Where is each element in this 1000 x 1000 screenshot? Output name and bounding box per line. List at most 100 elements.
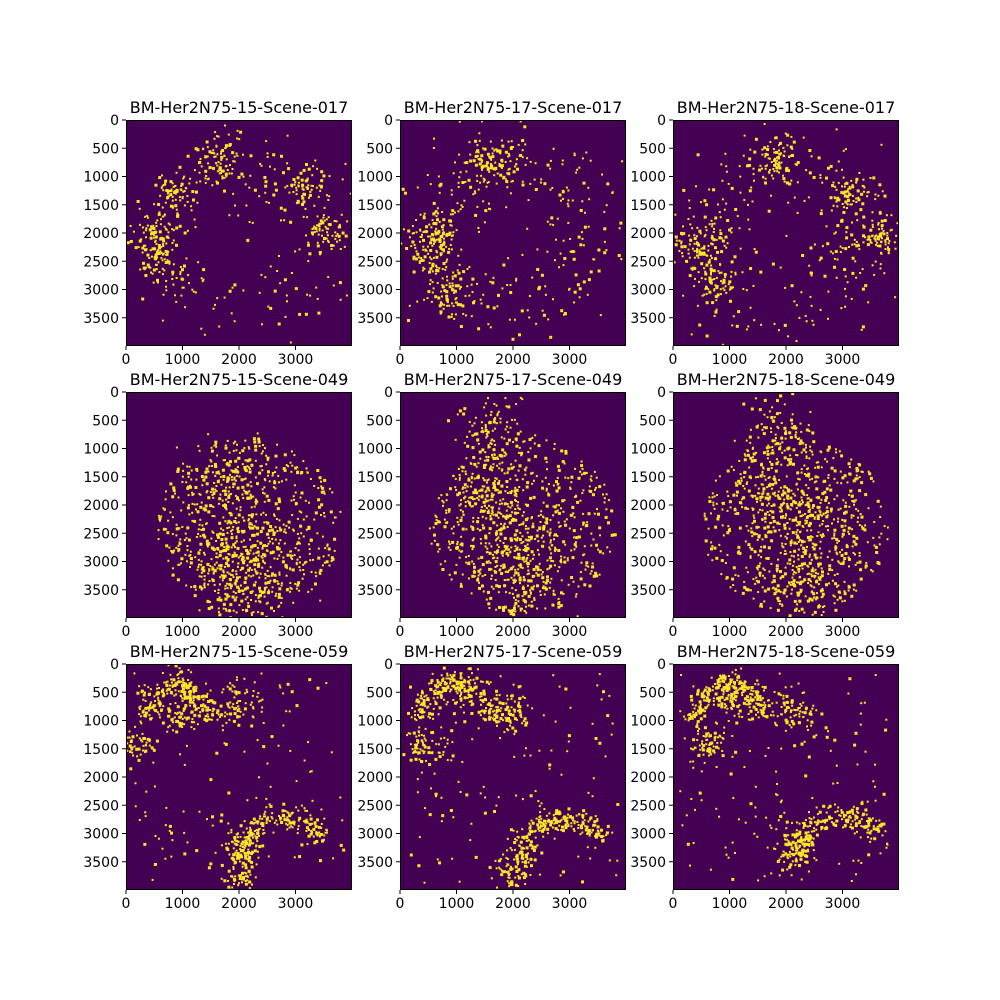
pixel <box>854 499 857 502</box>
pixel <box>215 180 218 183</box>
pixel <box>851 494 854 497</box>
pixel <box>772 168 775 170</box>
pixel <box>495 148 498 151</box>
pixel <box>185 537 188 540</box>
pixel <box>525 466 528 469</box>
pixel <box>264 276 267 279</box>
pixel <box>703 293 706 296</box>
pixel <box>805 451 808 454</box>
pixel <box>263 478 266 480</box>
pixel <box>797 567 801 571</box>
pixel <box>709 281 711 284</box>
pixel <box>601 173 603 176</box>
pixel <box>580 231 583 234</box>
pixel <box>723 208 726 211</box>
pixel <box>515 495 518 498</box>
pixel <box>850 594 854 598</box>
pixel <box>492 420 496 424</box>
pixel <box>401 187 405 191</box>
pixel <box>269 165 271 168</box>
pixel <box>146 224 149 227</box>
pixel <box>171 550 175 554</box>
pixel <box>852 588 855 591</box>
pixel <box>460 542 464 546</box>
pixel <box>173 190 176 193</box>
pixel <box>505 552 509 556</box>
pixel <box>724 285 727 288</box>
pixel <box>224 504 227 506</box>
pixel <box>896 222 899 225</box>
pixel <box>753 248 756 250</box>
pixel <box>557 486 561 490</box>
pixel <box>227 553 230 555</box>
pixel <box>813 586 816 589</box>
pixel <box>199 505 203 509</box>
pixel <box>317 505 321 509</box>
pixel <box>480 509 483 512</box>
pixel <box>230 476 233 478</box>
pixel <box>286 162 289 165</box>
pixel <box>806 546 808 548</box>
pixel <box>777 494 780 497</box>
pixel <box>295 186 298 189</box>
pixel <box>252 559 255 562</box>
pixel <box>526 584 529 587</box>
pixel <box>251 613 253 616</box>
pixel <box>157 244 161 248</box>
pixel <box>835 200 838 203</box>
pixel <box>523 609 526 612</box>
pixel <box>791 147 794 150</box>
pixel <box>320 514 322 516</box>
pixel <box>239 554 242 557</box>
pixel <box>521 149 524 152</box>
pixel <box>784 543 787 545</box>
pixel <box>726 490 729 493</box>
pixel <box>836 199 839 202</box>
pixel <box>513 489 517 493</box>
pixel <box>277 547 281 551</box>
pixel <box>435 255 439 259</box>
pixel <box>435 227 438 230</box>
pixel <box>248 523 251 526</box>
pixel <box>175 523 178 526</box>
pixel <box>261 450 264 453</box>
pixel <box>244 578 247 581</box>
pixel <box>524 548 527 552</box>
pixel <box>782 146 785 149</box>
pixel <box>511 592 514 595</box>
pixel <box>266 459 269 462</box>
pixel <box>248 522 252 526</box>
pixel <box>221 177 224 180</box>
pixel <box>881 190 884 193</box>
pixel <box>793 549 797 553</box>
pixel <box>288 526 291 529</box>
pixel <box>521 558 524 561</box>
pixel <box>433 533 436 537</box>
pixel <box>603 497 606 500</box>
pixel <box>446 301 449 304</box>
pixel <box>862 224 865 227</box>
pixel <box>887 251 890 254</box>
pixel <box>129 240 133 243</box>
pixel <box>884 239 887 242</box>
pixel <box>216 170 219 173</box>
pixel <box>155 221 158 224</box>
pixel <box>813 543 817 547</box>
pixel <box>171 199 174 202</box>
pixel <box>613 533 617 537</box>
pixel <box>184 553 187 556</box>
pixel <box>794 571 797 574</box>
pixel <box>834 231 837 234</box>
pixel <box>247 514 250 517</box>
pixel <box>830 466 834 470</box>
pixel <box>560 309 564 313</box>
pixel <box>248 470 252 474</box>
pixel <box>505 453 508 456</box>
pixel <box>158 514 160 517</box>
pixel <box>250 506 253 509</box>
pixel <box>215 443 217 446</box>
pixel <box>282 171 285 175</box>
pixel <box>703 215 707 219</box>
pixel <box>187 471 191 475</box>
